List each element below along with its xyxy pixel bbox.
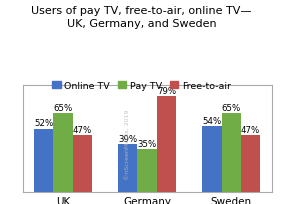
Text: 65%: 65% [222, 103, 241, 112]
Text: 65%: 65% [53, 103, 73, 112]
Legend: Online TV, Pay TV, Free-to-air: Online TV, Pay TV, Free-to-air [52, 81, 231, 90]
Text: 47%: 47% [73, 125, 92, 134]
Text: 54%: 54% [202, 116, 222, 125]
Text: 47%: 47% [241, 125, 260, 134]
Text: ©nScreenMedia, 2019: ©nScreenMedia, 2019 [125, 109, 130, 179]
Bar [53, 113, 73, 192]
Bar [73, 135, 92, 192]
Text: 35%: 35% [138, 139, 157, 148]
Bar [202, 127, 222, 192]
Bar [138, 150, 157, 192]
Bar [222, 113, 241, 192]
Text: Users of pay TV, free-to-air, online TV—
UK, Germany, and Sweden: Users of pay TV, free-to-air, online TV—… [31, 6, 252, 29]
Bar [157, 96, 176, 192]
Text: 52%: 52% [34, 119, 53, 128]
Bar [118, 145, 138, 192]
Bar [241, 135, 260, 192]
Text: 39%: 39% [118, 135, 137, 144]
Bar [34, 129, 53, 192]
Text: 79%: 79% [157, 86, 176, 95]
